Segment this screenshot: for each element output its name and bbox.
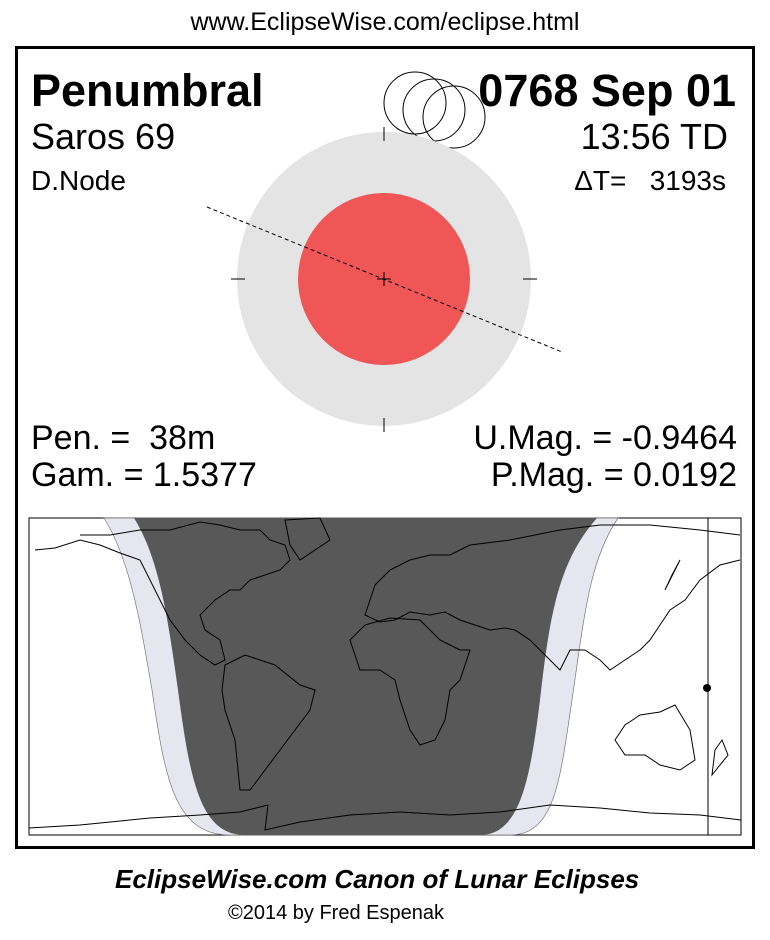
penumbral-duration: Pen. = 38m [31,419,216,457]
umbral-magnitude: U.Mag. = -0.9464 [473,419,737,457]
axis-ticks [231,127,537,432]
sub-lunar-point [703,684,711,692]
new-zealand [711,738,729,777]
footer-title: EclipseWise.com Canon of Lunar Eclipses [115,864,640,894]
eclipse-type: Penumbral [31,65,264,116]
moon-circle-3 [422,85,486,149]
delta-t: ΔT= 3193s [574,165,726,196]
eclipse-panel [15,46,755,849]
copyright: ©2014 by Fred Espenak [228,902,444,924]
world-map [28,517,742,836]
antarctica [28,804,742,831]
japan [664,559,681,591]
eclipse-time: 13:56 TD [580,116,728,157]
north-america [34,521,291,666]
coastlines [28,517,742,831]
greenland [284,517,331,561]
africa [349,617,471,746]
moon-circle-2 [402,78,466,142]
australia [614,704,696,771]
penumbral-magnitude: P.Mag. = 0.0192 [490,456,737,494]
node: D.Node [31,165,126,196]
url-header: www.EclipseWise.com/eclipse.html [190,8,580,36]
eurasia [364,524,741,671]
south-america [221,654,316,791]
umbral-night-region [134,518,597,835]
gamma: Gam. = 1.5377 [31,456,257,494]
moon-circle-1 [383,71,447,135]
eclipse-date: 0768 Sep 01 [478,65,736,116]
saros-number: Saros 69 [31,116,176,157]
